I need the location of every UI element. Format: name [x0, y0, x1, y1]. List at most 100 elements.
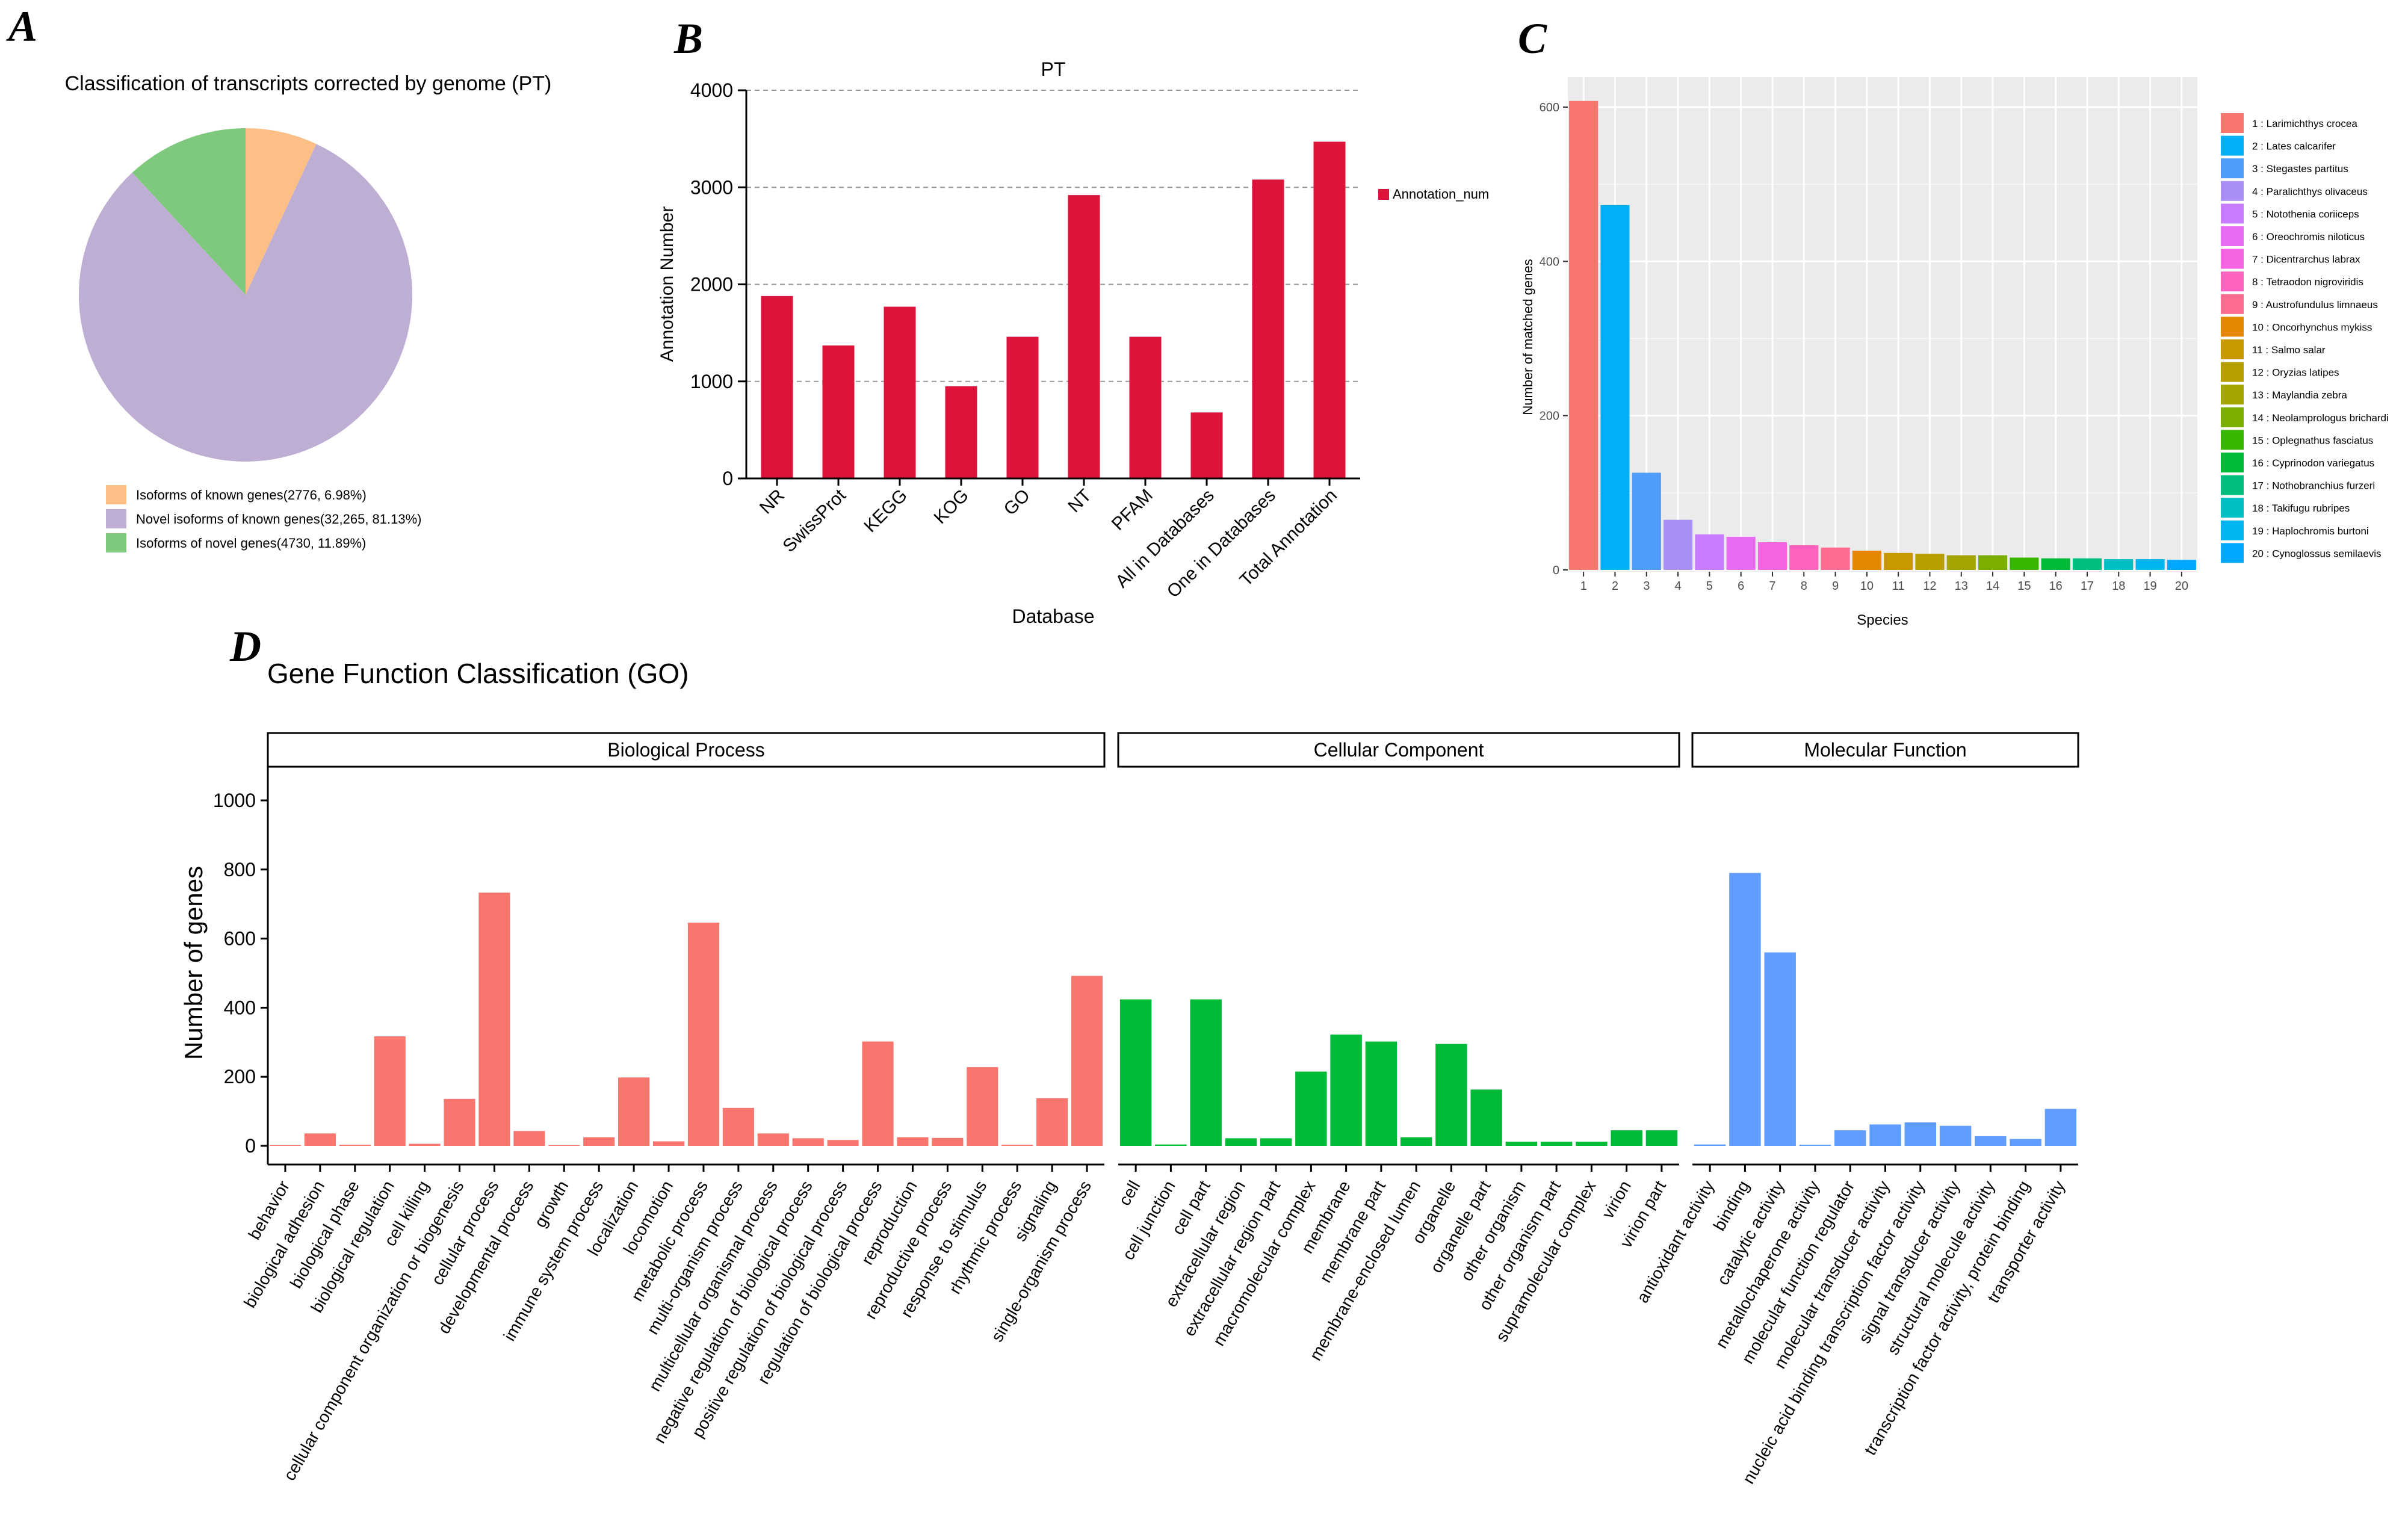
- go-facet-label: Cellular Component: [1314, 739, 1484, 761]
- species-x-tick-label: 13: [1955, 580, 1968, 593]
- annotation-bar: [884, 306, 916, 478]
- species-bar: [1789, 545, 1819, 570]
- annotation-legend-swatch: [1378, 189, 1389, 200]
- species-legend-swatch: [2221, 317, 2244, 337]
- go-bar-chart-panel: Gene Function Classification (GO) Number…: [179, 658, 2079, 1487]
- go-facet-strip: [1691, 732, 2079, 768]
- species-legend-label: 20 : Cynoglossus semilaevis: [2252, 548, 2381, 559]
- species-bar: [1884, 552, 1913, 570]
- species-x-tick-label: 10: [1860, 580, 1874, 593]
- panel-letter-a: A: [6, 2, 37, 51]
- species-x-tick-label: 7: [1769, 580, 1775, 593]
- species-y-tick-label: 0: [1553, 564, 1559, 577]
- species-legend-swatch: [2221, 158, 2244, 179]
- go-bar: [583, 1137, 615, 1146]
- pie-legend-swatch: [106, 509, 126, 528]
- species-legend-label: 3 : Stegastes partitus: [2252, 163, 2348, 175]
- go-bar: [1729, 873, 1761, 1146]
- go-bar: [513, 1131, 545, 1146]
- go-bar: [2010, 1139, 2041, 1146]
- species-bar: [2041, 558, 2070, 570]
- species-legend-label: 11 : Salmo salar: [2252, 344, 2326, 356]
- go-bar: [1645, 1130, 1678, 1146]
- go-bar: [652, 1141, 685, 1146]
- species-legend-label: 12 : Oryzias latipes: [2252, 367, 2339, 379]
- annotation-bar: [1006, 336, 1039, 478]
- go-bar: [1260, 1138, 1292, 1146]
- pie-legend-label: Isoforms of novel genes(4730, 11.89%): [136, 536, 366, 551]
- go-x-tick-label: virion: [1599, 1178, 1635, 1222]
- species-x-tick-label: 14: [1986, 580, 1999, 593]
- go-bar: [1975, 1136, 2007, 1146]
- species-x-tick-label: 2: [1612, 580, 1618, 593]
- species-legend-swatch: [2221, 294, 2244, 314]
- go-bar: [374, 1036, 406, 1146]
- annotation-bar: [1190, 412, 1223, 478]
- species-legend-swatch: [2221, 226, 2244, 246]
- panel-letter-d: D: [229, 622, 261, 670]
- go-bar: [409, 1143, 441, 1146]
- go-facet-label: Biological Process: [607, 739, 764, 761]
- go-bar: [1330, 1035, 1362, 1146]
- species-legend-label: 6 : Oreochromis niloticus: [2252, 231, 2365, 243]
- species-legend-swatch: [2221, 475, 2244, 495]
- species-x-tick-label: 1: [1580, 580, 1587, 593]
- go-bar: [618, 1077, 650, 1146]
- species-legend-swatch: [2221, 271, 2244, 292]
- species-legend-swatch: [2221, 135, 2244, 156]
- go-bar: [792, 1138, 824, 1146]
- go-y-tick-label: 1000: [213, 790, 256, 811]
- go-bar: [1295, 1071, 1327, 1146]
- go-bar: [827, 1140, 859, 1146]
- annotation-y-tick-label: 3000: [690, 176, 733, 198]
- species-bar: [1757, 542, 1787, 570]
- species-x-tick-label: 9: [1832, 580, 1839, 593]
- species-legend-swatch: [2221, 407, 2244, 427]
- go-bar: [1694, 1144, 1726, 1146]
- species-legend-label: 16 : Cyprinodon variegatus: [2252, 457, 2374, 469]
- go-y-tick-label: 0: [245, 1135, 256, 1157]
- annotation-bar: [1313, 141, 1346, 478]
- go-bar: [1119, 999, 1152, 1146]
- go-bar: [1764, 952, 1796, 1146]
- annotation-bar: [1068, 195, 1100, 478]
- go-bar: [269, 1145, 302, 1146]
- species-legend-label: 13 : Maylandia zebra: [2252, 389, 2347, 401]
- species-y-tick-label: 400: [1540, 255, 1559, 268]
- go-bar: [304, 1133, 336, 1146]
- annotation-x-tick-label: One in Databases: [1163, 486, 1280, 602]
- pie-chart-title: Classification of transcripts corrected …: [65, 72, 552, 95]
- species-x-tick-label: 15: [2017, 580, 2031, 593]
- species-x-axis-label: Species: [1857, 612, 1908, 628]
- go-bar: [1071, 976, 1103, 1146]
- pie-legend-swatch: [106, 533, 126, 552]
- species-x-tick-label: 6: [1738, 580, 1744, 593]
- go-y-axis-label: Number of genes: [179, 866, 208, 1060]
- go-bar: [687, 923, 720, 1146]
- go-bar: [967, 1067, 998, 1146]
- species-legend-label: 8 : Tetraodon nigroviridis: [2252, 276, 2363, 288]
- go-y-tick-label: 800: [224, 859, 256, 880]
- pie-slice: [246, 128, 317, 295]
- species-legend-label: 17 : Nothobranchius furzeri: [2252, 480, 2375, 492]
- go-bar: [722, 1107, 754, 1146]
- go-bar: [1799, 1145, 1831, 1146]
- go-bar: [2044, 1109, 2077, 1146]
- species-legend-label: 1 : Larimichthys crocea: [2252, 118, 2357, 129]
- go-bar: [862, 1041, 894, 1146]
- species-bar: [1852, 550, 1881, 570]
- species-bar: [1821, 547, 1850, 570]
- species-plot-background: [1568, 77, 2197, 572]
- species-legend-swatch: [2221, 181, 2244, 201]
- go-bar: [1505, 1142, 1538, 1146]
- annotation-y-tick-label: 2000: [690, 274, 733, 295]
- species-x-tick-label: 4: [1674, 580, 1681, 593]
- annotation-legend-label: Annotation_num: [1393, 187, 1489, 202]
- species-legend-swatch: [2221, 520, 2244, 540]
- go-bar: [1939, 1125, 1972, 1146]
- species-bar: [2167, 560, 2196, 570]
- species-legend-label: 7 : Dicentrarchus labrax: [2252, 254, 2360, 265]
- annotation-y-tick-label: 0: [722, 468, 733, 489]
- annotation-y-axis-label: Annotation Number: [657, 206, 677, 362]
